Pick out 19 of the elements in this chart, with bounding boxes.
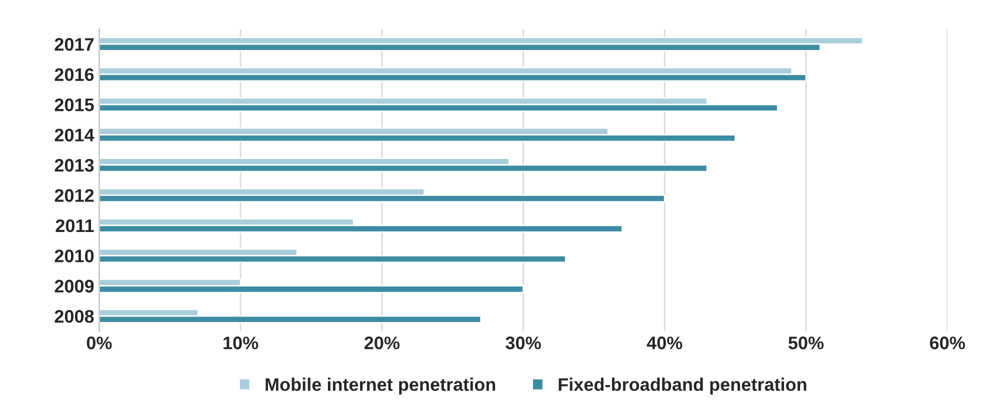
y-tick-label: 2017 (54, 38, 94, 51)
x-tick-label: 20% (364, 336, 400, 350)
x-tick-label: 10% (224, 336, 258, 350)
y-tick-label: 2012 (54, 189, 94, 202)
y-tick-label: 2010 (54, 250, 94, 262)
y-tick-label: 2008 (54, 310, 94, 323)
x-tick-label: 0% (86, 336, 112, 350)
x-tick-label: 50% (788, 336, 824, 350)
y-tick-label: 2011 (56, 219, 94, 232)
x-tick-label: 40% (646, 336, 682, 350)
x-tick-label: 30% (506, 336, 541, 350)
y-tick-label: 2013 (54, 158, 94, 172)
legend-label: Mobile internet penetration (266, 378, 496, 395)
x-tick-label: 60% (930, 336, 965, 350)
y-tick-label: 2009 (54, 280, 94, 293)
y-tick-label: 2016 (54, 68, 94, 82)
y-tick-label: 2014 (54, 128, 94, 142)
legend-label: Fixed-broadband penetration (558, 378, 806, 395)
y-tick-label: 2015 (54, 98, 94, 112)
